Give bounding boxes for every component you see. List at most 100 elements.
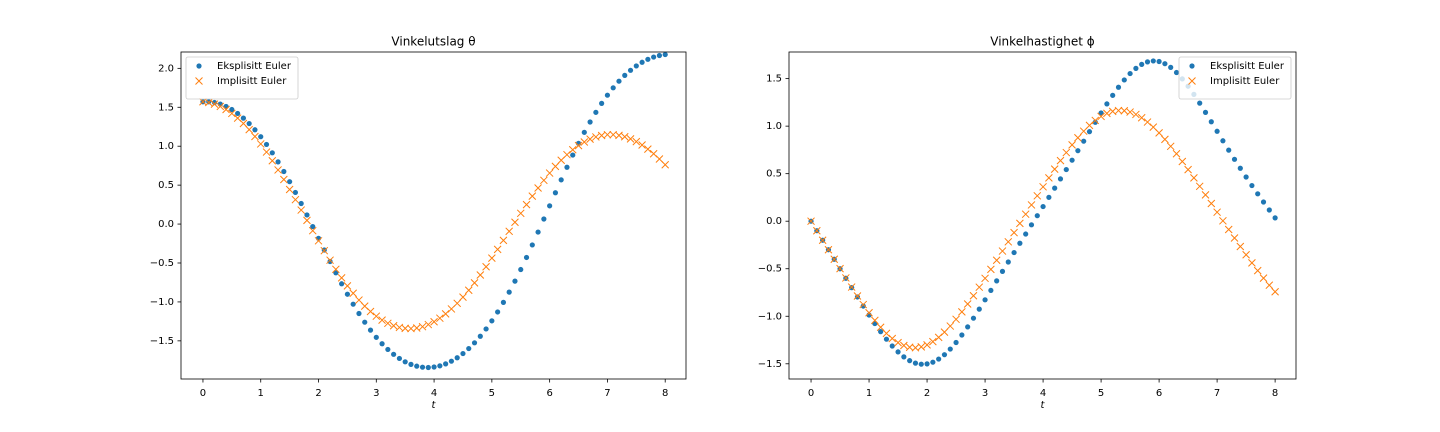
dot-marker bbox=[924, 361, 930, 367]
x-marker bbox=[1253, 266, 1262, 275]
y-tick-label: −0.5 bbox=[150, 258, 174, 269]
dot-marker bbox=[362, 319, 368, 325]
x-marker bbox=[1010, 228, 1018, 237]
x-marker bbox=[1045, 174, 1053, 182]
x-marker bbox=[952, 315, 960, 324]
x-marker bbox=[551, 162, 560, 171]
x-marker bbox=[859, 300, 868, 309]
dot-marker bbox=[454, 355, 460, 361]
series bbox=[807, 106, 1279, 352]
dot-marker bbox=[495, 309, 501, 315]
y-tick-label: 0.5 bbox=[766, 169, 782, 180]
legend-box bbox=[1178, 56, 1292, 100]
x-marker bbox=[1188, 77, 1196, 85]
dot-marker bbox=[901, 354, 907, 360]
dot-marker bbox=[593, 109, 599, 115]
dot-marker bbox=[523, 254, 530, 261]
x-marker bbox=[511, 218, 519, 227]
dot-marker bbox=[1208, 119, 1214, 125]
x-marker bbox=[482, 262, 490, 271]
dot-marker bbox=[1040, 203, 1046, 210]
x-marker bbox=[389, 321, 398, 330]
dot-marker bbox=[895, 349, 901, 355]
x-tick-label: 3 bbox=[373, 388, 379, 399]
dot-marker bbox=[970, 315, 977, 321]
dot-marker bbox=[275, 159, 281, 165]
x-marker bbox=[1132, 110, 1140, 119]
x-tick-label: 0 bbox=[200, 388, 206, 399]
dot-marker bbox=[953, 339, 959, 346]
dot-marker bbox=[1017, 240, 1023, 246]
x-marker bbox=[268, 156, 277, 165]
x-marker bbox=[412, 324, 421, 332]
y-tick-label: −1.5 bbox=[758, 359, 782, 370]
dot-marker bbox=[408, 361, 414, 367]
dot-marker bbox=[860, 303, 866, 309]
dot-marker bbox=[1156, 58, 1162, 65]
x-marker bbox=[940, 328, 949, 336]
dot-marker bbox=[639, 59, 645, 65]
x-marker bbox=[337, 274, 346, 282]
y-tick-label: 1.0 bbox=[766, 121, 782, 132]
dot-marker bbox=[564, 164, 570, 170]
dot-marker bbox=[1092, 119, 1098, 125]
dot-marker bbox=[547, 203, 553, 209]
subplot: 0 1 2 3 4 5 6 7 8 −1.5 −1.0 −0.5 0.0 0.5 1.0 1.5 Vinkelh… bbox=[758, 35, 1297, 411]
dot-marker bbox=[327, 258, 333, 265]
x-marker bbox=[981, 274, 989, 283]
x-marker bbox=[969, 291, 978, 300]
dot-marker bbox=[662, 51, 668, 58]
dot-marker bbox=[587, 119, 593, 125]
x-marker bbox=[285, 185, 294, 194]
dot-marker bbox=[1057, 176, 1064, 182]
x-marker bbox=[1248, 258, 1256, 267]
dot-marker bbox=[1220, 138, 1226, 144]
x-marker bbox=[1172, 149, 1181, 158]
dot-marker bbox=[298, 200, 304, 207]
y-tick-label: −0.5 bbox=[758, 264, 782, 275]
dot-marker bbox=[344, 291, 351, 297]
dot-marker bbox=[1028, 222, 1035, 228]
dot-marker bbox=[1133, 65, 1139, 71]
dot-marker bbox=[379, 341, 385, 347]
x-marker bbox=[355, 296, 363, 304]
dot-marker bbox=[999, 268, 1006, 274]
dot-marker bbox=[1046, 194, 1052, 200]
dot-marker bbox=[489, 318, 495, 324]
x-marker bbox=[1271, 287, 1279, 296]
x-tick-label: 5 bbox=[1098, 388, 1104, 399]
x-marker bbox=[632, 137, 641, 146]
x-marker bbox=[1236, 242, 1245, 251]
x-marker bbox=[563, 150, 571, 159]
dot-marker bbox=[994, 278, 1000, 284]
dot-marker bbox=[258, 134, 264, 140]
x-marker bbox=[946, 322, 955, 330]
axes-frame bbox=[788, 51, 1297, 380]
x-marker bbox=[1137, 113, 1146, 122]
dot-marker bbox=[1023, 231, 1029, 237]
x-marker bbox=[291, 195, 300, 204]
dot-marker bbox=[1260, 199, 1267, 205]
x-marker bbox=[626, 135, 635, 143]
x-axis-label: t bbox=[1041, 400, 1046, 411]
subplot: 0 1 2 3 4 5 6 7 8 −1.5 −1.0 −0.5 0.0 0.5 1.0 1.5 2.0 Vink… bbox=[150, 35, 687, 411]
x-marker bbox=[1143, 118, 1152, 126]
x-marker bbox=[308, 226, 317, 235]
dot-marker bbox=[982, 297, 988, 303]
dot-marker bbox=[651, 54, 657, 60]
dot-marker bbox=[1144, 59, 1151, 65]
x-marker bbox=[274, 166, 282, 174]
x-marker bbox=[464, 286, 473, 295]
dot-marker bbox=[1202, 109, 1209, 115]
x-marker bbox=[638, 141, 646, 149]
dot-marker bbox=[1052, 185, 1058, 191]
x-tick-label: 7 bbox=[1214, 388, 1220, 399]
dot-marker bbox=[552, 190, 559, 196]
x-marker bbox=[1259, 274, 1268, 282]
y-tick-label: −1.5 bbox=[150, 336, 174, 347]
x-marker bbox=[372, 312, 381, 321]
legend-label: Eksplisitt Euler bbox=[217, 61, 292, 72]
y-tick-label: 1.0 bbox=[158, 141, 174, 152]
dot-marker bbox=[936, 356, 942, 362]
